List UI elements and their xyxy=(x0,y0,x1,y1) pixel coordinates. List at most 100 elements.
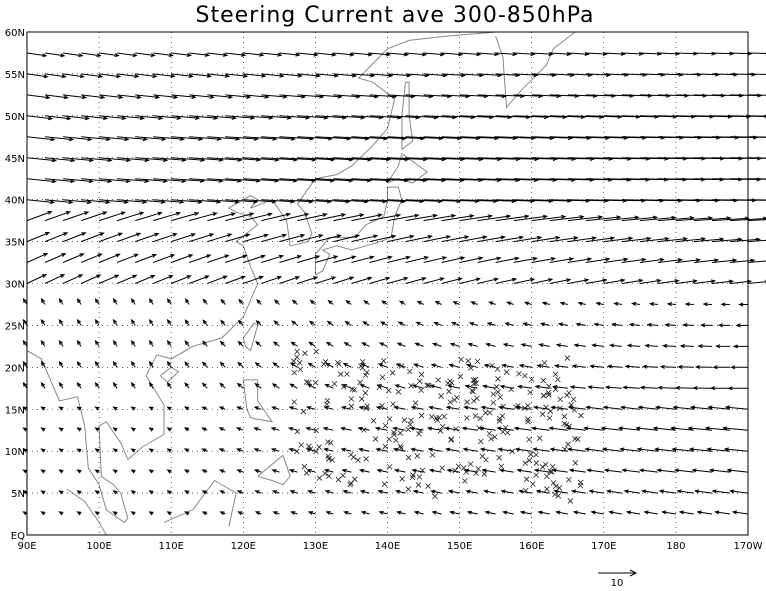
wind-vector xyxy=(603,215,640,222)
track-point xyxy=(340,472,346,479)
wind-vector xyxy=(732,344,748,349)
y-tick-label: 60N xyxy=(5,28,25,39)
wind-vector xyxy=(130,318,136,326)
coastline xyxy=(163,479,237,527)
wind-vector xyxy=(99,178,131,184)
wind-vector xyxy=(44,52,66,58)
track-point xyxy=(407,368,413,375)
wind-vector xyxy=(648,302,658,307)
track-point xyxy=(351,476,358,483)
track-point xyxy=(294,348,300,355)
track-point xyxy=(391,429,397,436)
wind-vector xyxy=(405,213,438,222)
wind-vector xyxy=(58,360,64,368)
wind-vector xyxy=(394,384,406,389)
wind-vector xyxy=(218,448,226,453)
wind-vector xyxy=(441,256,466,263)
track-point xyxy=(303,470,310,476)
wind-vector xyxy=(309,299,316,305)
wind-vector xyxy=(26,73,49,79)
wind-vector xyxy=(184,298,190,305)
wind-vector xyxy=(58,469,64,474)
wind-vector xyxy=(747,73,766,75)
track-point xyxy=(385,387,392,394)
wind-vector xyxy=(518,489,532,494)
wind-vector xyxy=(255,320,262,326)
wind-vector xyxy=(495,235,525,243)
wind-vector xyxy=(567,278,590,284)
wind-vector xyxy=(22,469,28,474)
wind-vector xyxy=(40,511,46,516)
wind-vector xyxy=(639,278,662,284)
wind-vector xyxy=(641,489,658,494)
wind-vector xyxy=(575,322,586,327)
wind-vector xyxy=(201,490,208,495)
x-tick-label: 150E xyxy=(447,541,472,552)
wind-vector xyxy=(657,93,690,98)
wind-vector xyxy=(236,448,244,453)
wind-vector xyxy=(148,448,154,453)
track-point xyxy=(432,493,438,500)
wind-vector xyxy=(675,279,698,284)
track-point xyxy=(294,428,301,435)
wind-vector xyxy=(40,427,46,432)
track-point xyxy=(361,427,367,433)
wind-vector xyxy=(727,386,748,391)
track-point xyxy=(363,456,369,462)
track-point xyxy=(348,396,355,402)
track-point xyxy=(322,470,328,477)
wind-vector xyxy=(153,73,176,78)
wind-vector xyxy=(363,300,370,305)
wind-vector xyxy=(359,489,370,494)
wind-vector xyxy=(731,510,749,515)
wind-vector xyxy=(571,364,586,369)
wind-vector xyxy=(207,275,228,284)
track-point xyxy=(471,380,477,387)
wind-vector xyxy=(207,73,231,78)
wind-vector xyxy=(711,51,735,56)
wind-vector xyxy=(514,447,532,452)
wind-vector xyxy=(445,447,460,452)
wind-vector xyxy=(218,406,226,411)
track-point xyxy=(578,412,584,419)
wind-vector xyxy=(513,426,532,431)
wind-vector xyxy=(243,94,270,99)
wind-vector xyxy=(394,489,406,494)
wind-vector xyxy=(135,94,161,100)
wind-vector xyxy=(261,52,283,57)
wind-vector xyxy=(290,341,298,347)
wind-vector xyxy=(679,344,694,349)
wind-vector xyxy=(76,490,82,495)
wind-vector xyxy=(261,73,285,78)
wind-vector xyxy=(236,382,244,389)
wind-vector xyxy=(94,298,100,305)
track-point xyxy=(324,401,330,408)
track-point xyxy=(565,441,571,448)
track-point xyxy=(525,418,531,425)
wind-vector xyxy=(711,279,734,284)
wind-vector xyxy=(696,510,713,515)
wind-vector xyxy=(279,255,303,263)
wind-vector xyxy=(502,343,514,347)
wind-vector xyxy=(470,301,478,306)
wind-vector xyxy=(479,447,496,452)
wind-vector xyxy=(130,511,136,516)
coastline xyxy=(127,31,496,460)
wind-vector xyxy=(184,361,190,368)
wind-vector xyxy=(22,360,28,368)
wind-vector xyxy=(323,406,334,410)
wind-vector xyxy=(500,489,514,494)
wind-vector xyxy=(99,136,130,142)
wind-vector xyxy=(201,511,208,516)
wind-vector xyxy=(171,275,192,284)
wind-vector xyxy=(62,211,90,222)
wind-vector xyxy=(669,426,694,431)
track-point xyxy=(313,427,319,434)
x-tick-label: 140E xyxy=(375,541,400,552)
track-point xyxy=(439,423,446,430)
track-point xyxy=(527,389,533,396)
wind-vector xyxy=(308,341,316,347)
y-tick-label: EQ xyxy=(11,531,25,542)
wind-vector xyxy=(306,383,316,389)
wind-vector xyxy=(26,199,56,205)
